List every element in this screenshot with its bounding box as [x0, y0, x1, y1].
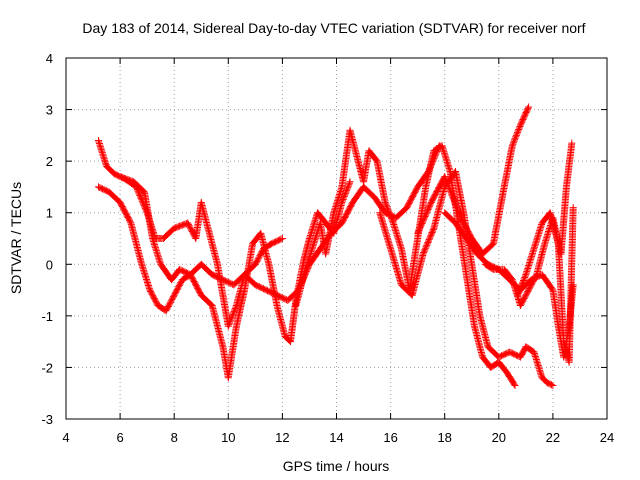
x-tick-label: 8: [171, 430, 178, 445]
x-tick-label: 24: [600, 430, 614, 445]
series-arc-1: [95, 137, 286, 330]
chart-title: Day 183 of 2014, Sidereal Day-to-day VTE…: [82, 20, 585, 36]
data-points: [414, 103, 533, 258]
x-tick-label: 10: [221, 430, 235, 445]
y-tick-label: 2: [46, 154, 53, 169]
data-series: [95, 103, 577, 389]
y-tick-label: 3: [46, 103, 53, 118]
x-tick-label: 20: [492, 430, 506, 445]
x-tick-label: 16: [383, 430, 397, 445]
x-tick-label: 12: [275, 430, 289, 445]
x-tick-label: 6: [116, 430, 123, 445]
x-tick-label: 4: [62, 430, 69, 445]
y-tick-label: -1: [41, 309, 53, 324]
y-axis-label: SDTVAR / TECUs: [8, 182, 24, 294]
x-axis-label: GPS time / hours: [283, 458, 390, 474]
x-tick-label: 22: [546, 430, 560, 445]
y-tick-label: 0: [46, 257, 53, 272]
series-arc-9: [514, 139, 576, 299]
y-axis-ticks: -3 -2 -1 0 1 2 3 4: [41, 51, 607, 427]
y-tick-label: -3: [41, 412, 53, 427]
data-points: [95, 137, 286, 330]
y-tick-label: 1: [46, 206, 53, 221]
data-points: [514, 139, 576, 299]
x-axis-ticks: 4 6 8 10 12 14 16 18 20 22 24: [62, 58, 614, 445]
y-tick-label: -2: [41, 360, 53, 375]
x-tick-label: 14: [329, 430, 343, 445]
x-tick-label: 18: [437, 430, 451, 445]
y-tick-label: 4: [46, 51, 53, 66]
series-arc-6: [414, 103, 533, 258]
